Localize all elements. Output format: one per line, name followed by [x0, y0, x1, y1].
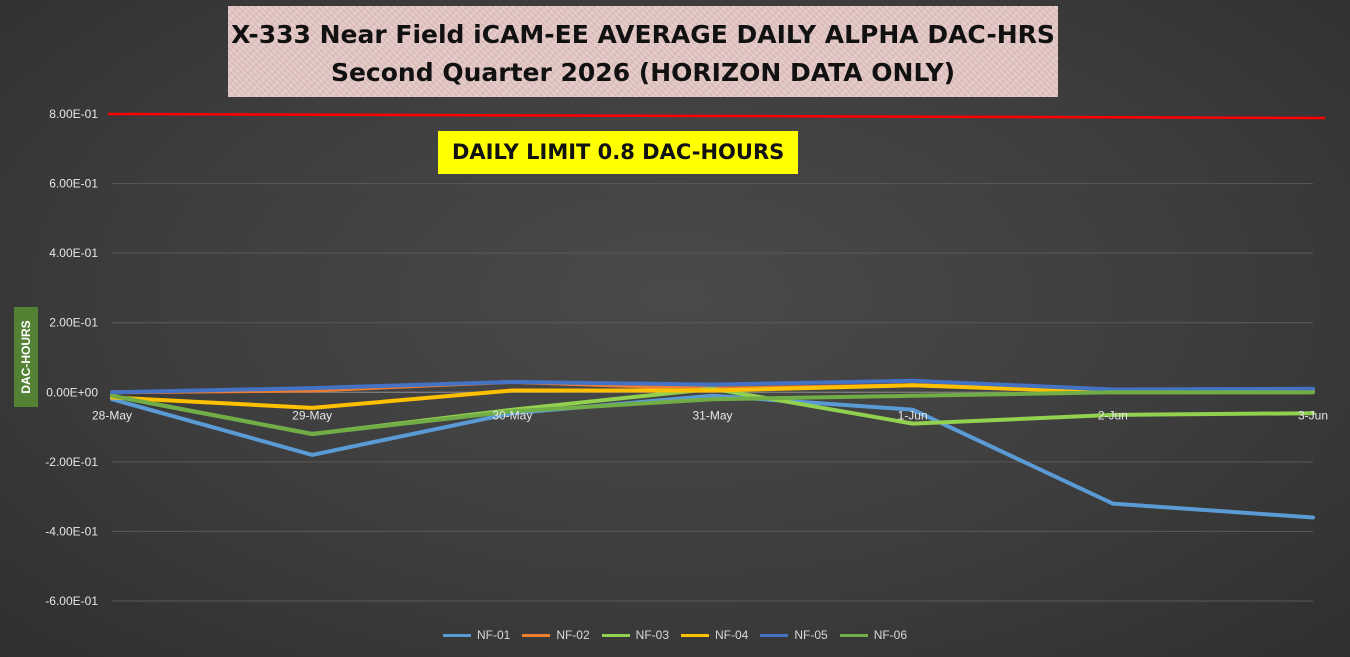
y-tick-label: -2.00E-01	[45, 455, 98, 469]
legend-item-nf-06: NF-06	[839, 628, 908, 642]
x-tick-label: 31-May	[692, 408, 732, 422]
daily-limit-line	[107, 112, 1326, 120]
x-tick-label: 3-Jun	[1298, 408, 1328, 422]
legend-swatch	[839, 633, 868, 637]
y-tick-label: 2.00E-01	[49, 316, 98, 330]
legend-item-nf-03: NF-03	[601, 628, 669, 642]
chart-subtitle: Second Quarter 2026 (HORIZON DATA ONLY)	[330, 58, 956, 87]
legend-swatch	[760, 633, 789, 637]
y-axis-label: DAC-HOURS	[19, 320, 33, 394]
legend-swatch	[442, 633, 471, 637]
y-tick-label: 8.00E-01	[49, 107, 98, 121]
series-line-nf-06	[110, 390, 1315, 436]
y-tick-label: 6.00E-01	[49, 177, 98, 191]
y-tick-label: 4.00E-01	[49, 246, 98, 260]
legend-item-nf-01: NF-01	[442, 628, 511, 642]
series-line-nf-05	[110, 378, 1315, 395]
legend: NF-01 NF-02 NF-03 NF-04 NF-05 NF-06	[0, 625, 1350, 645]
legend-label: NF-05	[794, 628, 828, 642]
x-tick-label: 2-Jun	[1098, 408, 1128, 422]
y-axis-label-box: DAC-HOURS	[14, 307, 38, 407]
y-tick-label: 0.00E+00	[46, 385, 98, 399]
legend-label: NF-06	[873, 628, 908, 642]
daily-limit-label: DAILY LIMIT 0.8 DAC-HOURS	[438, 131, 798, 174]
chart-title: X-333 Near Field iCAM-EE AVERAGE DAILY A…	[231, 20, 1055, 49]
y-tick-label: -6.00E-01	[45, 594, 98, 608]
series-line-nf-01	[110, 393, 1315, 520]
x-tick-label: 1-Jun	[898, 408, 928, 422]
legend-swatch	[681, 633, 709, 637]
legend-label: NF-01	[476, 628, 511, 642]
x-tick-label: 29-May	[292, 408, 332, 422]
y-tick-label: -4.00E-01	[45, 524, 98, 538]
legend-swatch	[601, 633, 630, 637]
legend-swatch	[522, 633, 551, 637]
legend-item-nf-05: NF-05	[760, 628, 828, 642]
x-tick-label: 28-May	[92, 408, 132, 422]
legend-label: NF-03	[635, 628, 669, 642]
x-tick-label: 30-May	[492, 408, 532, 422]
legend-item-nf-04: NF-04	[681, 628, 748, 642]
legend-label: NF-04	[715, 628, 749, 642]
legend-item-nf-02: NF-02	[522, 628, 590, 642]
chart-title-box: X-333 Near Field iCAM-EE AVERAGE DAILY A…	[228, 6, 1058, 97]
legend-label: NF-02	[556, 628, 590, 642]
